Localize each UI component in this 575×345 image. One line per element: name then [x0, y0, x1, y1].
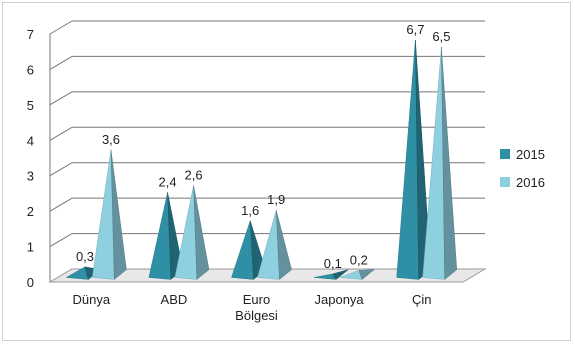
data-label-2016-0: 3,6	[102, 132, 120, 147]
pyramid-2015-1	[148, 192, 172, 280]
data-label-2015-4: 6,7	[406, 22, 424, 37]
pyramid-side-2016-3	[358, 269, 375, 280]
y-tick-label: 4	[27, 133, 34, 148]
data-label-2016-1: 2,6	[185, 167, 203, 182]
pyramid-2016-4	[422, 47, 445, 280]
y-tick-label: 5	[27, 98, 34, 113]
pyramid-side-2016-4	[441, 47, 458, 280]
gridline-side	[49, 91, 73, 106]
y-tick-label: 2	[27, 204, 34, 219]
x-tick-label: Çin	[412, 292, 432, 307]
y-tick-label: 1	[27, 240, 34, 255]
x-tick-label: Dünya	[73, 292, 111, 307]
pyramid-2015-2	[231, 220, 254, 280]
pyramid-side-2015-3	[332, 269, 349, 280]
pyramid-2016-1	[174, 185, 198, 280]
data-label-2015-0: 0,3	[76, 249, 94, 264]
legend-swatch-2015	[500, 149, 510, 159]
gridline-side	[49, 197, 73, 212]
legend-label-2015: 2015	[516, 147, 545, 162]
gridline-side	[49, 126, 73, 141]
y-tick-label: 3	[27, 169, 34, 184]
legend-swatch-2016	[500, 177, 510, 187]
gridline-side	[49, 20, 73, 35]
legend-label-2016: 2016	[516, 175, 545, 190]
gridline-side	[49, 233, 73, 248]
pyramid-2016-2	[257, 210, 280, 280]
x-tick-label: Japonya	[315, 292, 365, 307]
x-tick-label: Euro Bölgesi	[235, 292, 278, 323]
data-label-2016-2: 1,9	[267, 192, 285, 207]
y-tick-label: 6	[27, 62, 34, 77]
pyramid-side-2016-2	[275, 210, 292, 280]
data-label-2016-3: 0,2	[350, 252, 368, 267]
y-tick-label: 0	[27, 275, 34, 290]
x-tick-label: ABD	[161, 292, 188, 307]
gridline-side	[49, 162, 73, 177]
gridline-side	[49, 55, 73, 70]
data-label-2015-2: 1,6	[241, 203, 259, 218]
data-label-2015-3: 0,1	[324, 256, 342, 271]
pyramid-side-2016-0	[110, 149, 127, 280]
pyramid-2016-0	[92, 149, 115, 280]
data-label-2016-4: 6,5	[432, 29, 450, 44]
pyramid-2015-4	[396, 40, 419, 280]
pyramid-side-2016-1	[193, 185, 210, 280]
y-tick-label: 7	[27, 27, 34, 42]
data-label-2015-1: 2,4	[159, 174, 177, 189]
chart-frame	[2, 2, 571, 341]
